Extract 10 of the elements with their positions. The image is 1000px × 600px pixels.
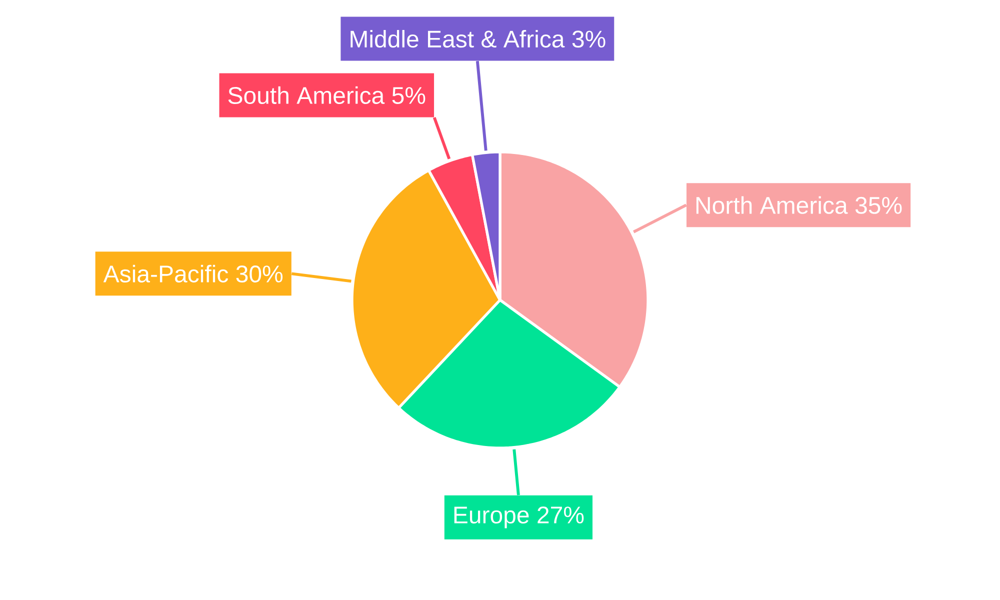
slice-label: North America — [696, 196, 848, 214]
data-label: 35% — [855, 196, 902, 214]
data-label: 30% — [236, 265, 283, 282]
slice-label: Middle East & Africa — [350, 30, 565, 48]
slice-label: Asia-Pacific — [103, 264, 228, 282]
slice-label: Europe — [454, 506, 529, 528]
data-label: 27% — [538, 506, 584, 524]
data-label: 3% — [572, 30, 606, 48]
slice-label: South America — [228, 86, 385, 104]
data-label: 5% — [392, 87, 426, 104]
